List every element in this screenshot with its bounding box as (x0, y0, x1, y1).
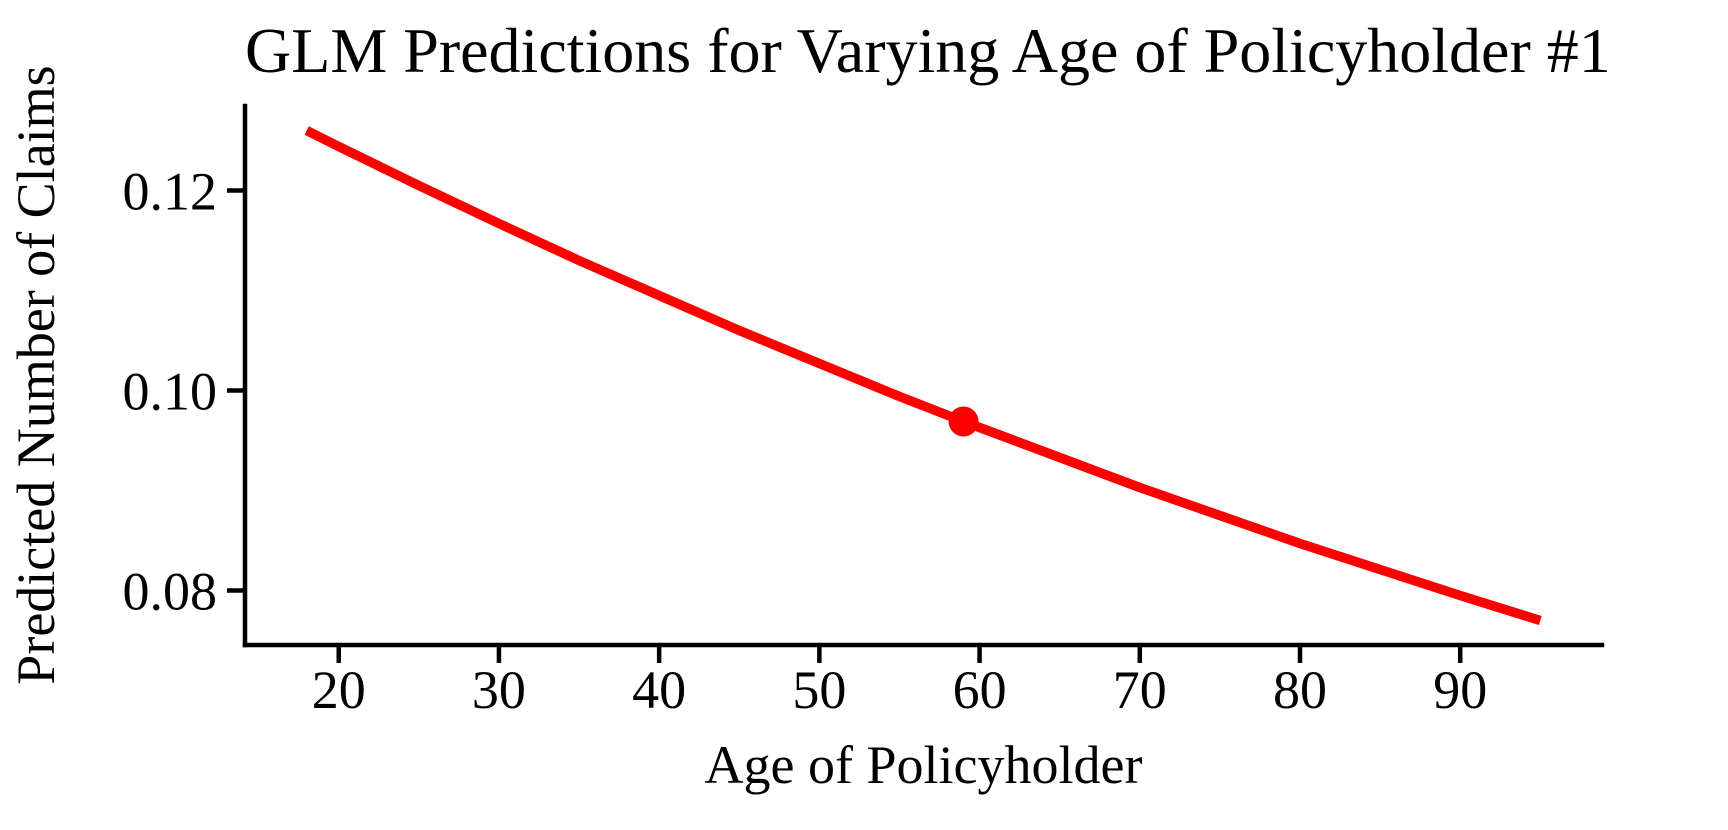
y-tick-label: 0.12 (123, 162, 218, 222)
x-tick-label: 20 (312, 660, 366, 720)
prediction-line (304, 126, 1542, 626)
x-axis-label: Age of Policyholder (704, 735, 1143, 795)
x-tick-label: 60 (953, 660, 1007, 720)
x-tick-label: 30 (472, 660, 526, 720)
x-tick-label: 70 (1113, 660, 1167, 720)
chart-title: GLM Predictions for Varying Age of Polic… (245, 15, 1611, 86)
policyholder-point-marker (948, 406, 979, 437)
x-tick-label: 50 (792, 660, 846, 720)
y-tick-label: 0.10 (123, 362, 218, 422)
y-axis-label: Predicted Number of Claims (6, 65, 66, 685)
y-tick-label: 0.08 (123, 562, 218, 622)
x-tick-label: 80 (1273, 660, 1327, 720)
x-tick-label: 40 (632, 660, 686, 720)
x-tick-label: 90 (1433, 660, 1487, 720)
